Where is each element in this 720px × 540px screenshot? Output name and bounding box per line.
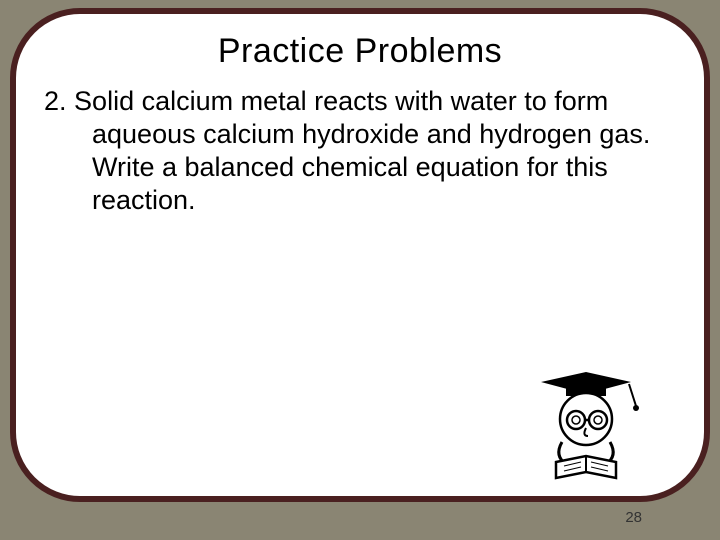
scholar-cartoon-icon	[526, 364, 666, 484]
problem-block: 2. Solid calcium metal reacts with water…	[44, 85, 676, 217]
problem-line1: Solid calcium metal reacts with water to…	[74, 86, 608, 116]
slide-title: Practice Problems	[44, 32, 676, 71]
problem-body: aqueous calcium hydroxide and hydrogen g…	[44, 118, 676, 217]
slide-frame: Practice Problems 2. Solid calcium metal…	[10, 8, 710, 502]
problem-number: 2.	[44, 86, 67, 116]
page-number: 28	[625, 509, 642, 526]
